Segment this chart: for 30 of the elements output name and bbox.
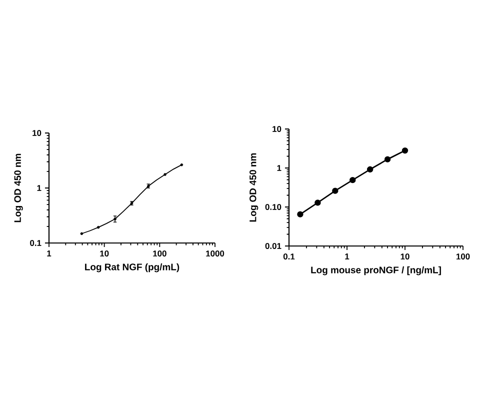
- y-axis-title: Log OD 450 nm: [14, 154, 23, 222]
- x-tick-label: 1000: [206, 250, 224, 257]
- point: [402, 147, 408, 154]
- point: [314, 200, 321, 206]
- x-tick-label: 1: [345, 254, 350, 260]
- x-tick-label: 0.1: [283, 254, 295, 260]
- y-axis-title: Log OD 450 nm: [250, 153, 258, 222]
- x-tick-label: 100: [456, 254, 470, 260]
- y-tick-label: 0.10: [265, 204, 282, 210]
- y-tick-label: 0.01: [265, 243, 282, 249]
- point: [366, 166, 374, 173]
- y-tick-label: 0.1: [30, 240, 42, 246]
- x-axis-title: Log mouse proNGF / [ng/mL]: [311, 266, 441, 276]
- y-tick-label: 1: [37, 185, 42, 191]
- y-tick-label: 10: [272, 126, 282, 132]
- point: [180, 163, 184, 166]
- point: [350, 176, 356, 184]
- point: [96, 226, 100, 229]
- y-tick-label: 1: [277, 165, 282, 171]
- y-tick-label: 10: [32, 130, 42, 136]
- point: [297, 211, 304, 218]
- x-axis-title: Log Rat NGF (pg/mL): [85, 263, 180, 272]
- x-tick-label: 100: [153, 250, 166, 257]
- point: [332, 188, 338, 194]
- point: [384, 156, 391, 162]
- point: [80, 232, 84, 236]
- x-tick-label: 10: [400, 254, 410, 260]
- point: [164, 173, 166, 176]
- x-tick-label: 10: [100, 250, 109, 257]
- x-tick-label: 1: [47, 250, 52, 256]
